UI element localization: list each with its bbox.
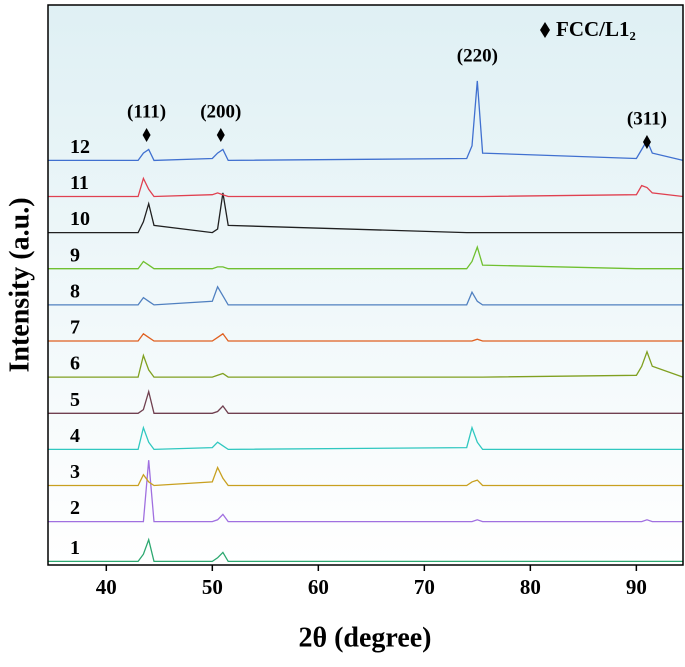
series-label: 9: [70, 244, 80, 266]
series-label: 5: [70, 389, 80, 411]
plot-frame: [47, 4, 684, 566]
series-line: [48, 176, 684, 198]
series-label: 8: [70, 280, 80, 302]
series-line: [48, 245, 683, 270]
peak-marker: [642, 135, 651, 149]
peak-label: (220): [457, 45, 498, 66]
peak-label: (311): [627, 108, 667, 129]
peak-label: (200): [200, 101, 241, 122]
y-axis-label: Intensity (a.u.): [4, 197, 35, 372]
legend-marker: [540, 22, 550, 38]
series-label: 3: [70, 461, 80, 483]
series-label: 11: [70, 172, 89, 194]
peak-label: (111): [127, 101, 166, 122]
series-line: [48, 465, 683, 487]
series-label: 7: [70, 317, 80, 339]
x-tick-label: 50: [202, 575, 223, 599]
x-tick-label: 60: [308, 575, 329, 599]
series-line: [48, 389, 683, 414]
series-line: [48, 285, 683, 306]
series-label: 1: [70, 537, 80, 559]
series-line: [48, 460, 683, 523]
series-line: [48, 537, 683, 563]
x-tick-label: 70: [414, 575, 435, 599]
series-label: 10: [70, 208, 90, 230]
series-label: 6: [70, 353, 80, 375]
series-line: [48, 332, 683, 342]
peak-marker: [142, 128, 151, 142]
series-label: 4: [70, 425, 80, 447]
series-label: 12: [70, 136, 90, 158]
plot-background: [48, 5, 683, 565]
x-tick-label: 80: [520, 575, 541, 599]
series-line: [48, 80, 684, 162]
series-line: [48, 349, 684, 378]
x-axis-label: 2θ (degree): [298, 622, 431, 653]
series-line: [48, 192, 683, 234]
series-label: 2: [70, 497, 80, 519]
x-tick-label: 90: [626, 575, 647, 599]
peak-marker: [216, 128, 225, 142]
x-tick-label: 40: [96, 575, 117, 599]
legend-label: FCC/L1₂: [556, 17, 636, 41]
series-line: [48, 425, 683, 451]
